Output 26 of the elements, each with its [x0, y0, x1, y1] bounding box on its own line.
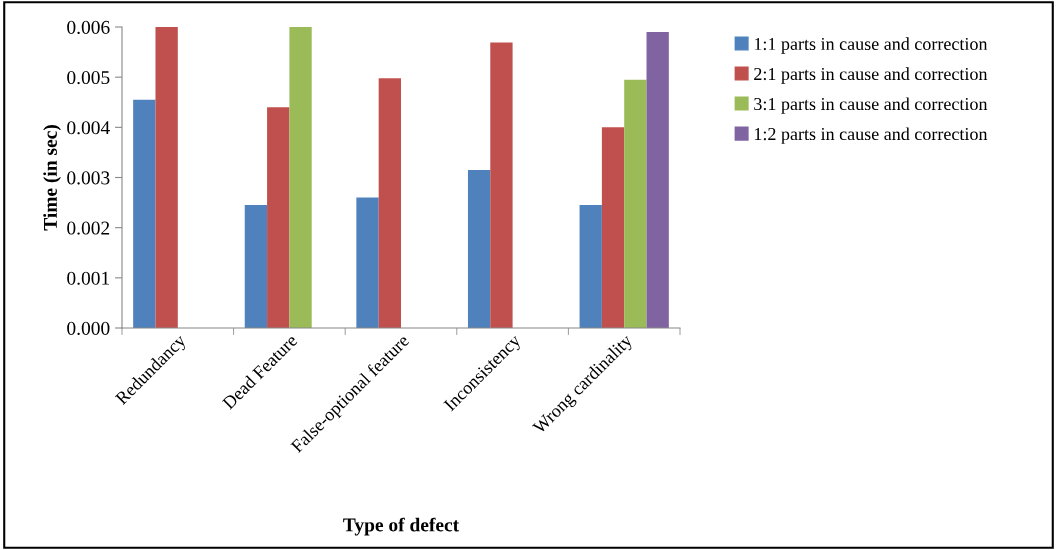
- bar: [356, 197, 379, 328]
- bar: [244, 205, 268, 328]
- bar: [289, 27, 312, 328]
- bar: [579, 205, 602, 328]
- legend-label: 1:2 parts in cause and correction: [754, 127, 988, 144]
- bar: [646, 32, 669, 328]
- legend-label: 1:1 parts in cause and correction: [754, 37, 988, 54]
- y-tick-label: 0.003: [67, 171, 110, 185]
- bar: [624, 79, 647, 328]
- x-axis-title: Type of defect: [343, 517, 460, 536]
- y-tick-label: 0.006: [67, 20, 110, 35]
- y-tick-label: 0.005: [67, 70, 110, 85]
- bar: [133, 99, 156, 328]
- legend-label: 3:1 parts in cause and correction: [754, 97, 988, 114]
- legend-label: 2:1 parts in cause and correction: [754, 67, 988, 84]
- y-axis-title: Time (in sec): [43, 125, 61, 231]
- bar: [267, 107, 290, 328]
- y-tick-label: 0.002: [67, 221, 110, 235]
- y-tick-label: 0.004: [67, 121, 110, 135]
- y-tick-label: 0.000: [67, 321, 110, 336]
- bar: [490, 42, 513, 328]
- bar: [601, 127, 625, 328]
- bar: [155, 27, 178, 328]
- y-tick-label: 0.001: [67, 271, 110, 285]
- bar: [378, 78, 401, 328]
- bar: [467, 169, 491, 328]
